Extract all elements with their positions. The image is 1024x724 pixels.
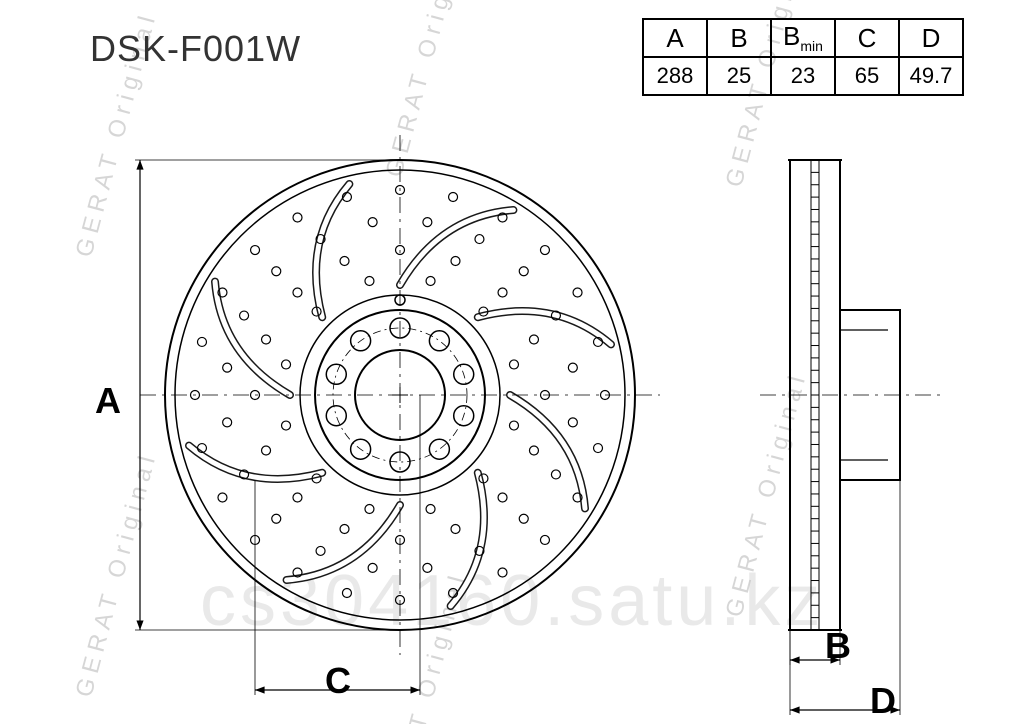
dim-label-C: C (325, 660, 351, 702)
dim-label-B: B (825, 625, 851, 667)
technical-drawing (0, 0, 1024, 724)
dim-label-D: D (870, 680, 896, 722)
drawing-canvas: GERAT Original GERAT Original GERAT Orig… (0, 0, 1024, 724)
dim-label-A: A (95, 380, 121, 422)
